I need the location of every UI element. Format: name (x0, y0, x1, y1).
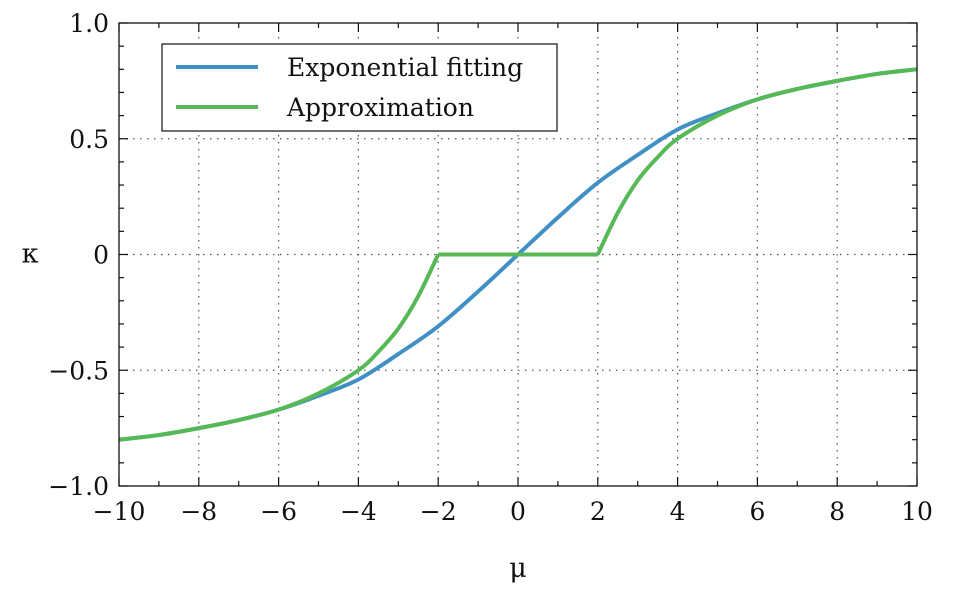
x-tick-label: −2 (420, 497, 457, 526)
x-tick-label: 8 (829, 497, 845, 526)
x-tick-label: −10 (93, 497, 146, 526)
x-tick-label: 6 (749, 497, 765, 526)
y-tick-label: 1.0 (69, 9, 109, 38)
x-axis-label: μ (509, 553, 527, 584)
y-tick-label: −1.0 (48, 472, 109, 501)
series-lines (118, 67, 918, 442)
x-tick-label: 0 (510, 497, 526, 526)
series-line-1 (118, 67, 918, 442)
y-tick-label: 0 (93, 241, 109, 270)
x-tick-label: 4 (670, 497, 686, 526)
legend: Exponential fitting Approximation (161, 43, 558, 132)
x-tick-label: −4 (340, 497, 377, 526)
legend-label-exponential-fitting: Exponential fitting (287, 53, 523, 82)
legend-label-approximation: Approximation (286, 93, 474, 122)
y-tick-label: −0.5 (48, 356, 109, 385)
x-tick-labels: −10 −8 −6 −4 −2 0 2 4 6 8 10 (93, 497, 933, 526)
x-tick-label: 2 (590, 497, 606, 526)
y-tick-label: 0.5 (69, 125, 109, 154)
y-tick-labels: −1.0 −0.5 0 0.5 1.0 (48, 9, 109, 501)
y-axis-label: κ (22, 239, 39, 270)
x-tick-label: −8 (180, 497, 217, 526)
x-tick-label: 10 (901, 497, 933, 526)
legend-box (161, 43, 558, 132)
x-tick-label: −6 (260, 497, 297, 526)
plot-frame (118, 22, 918, 487)
